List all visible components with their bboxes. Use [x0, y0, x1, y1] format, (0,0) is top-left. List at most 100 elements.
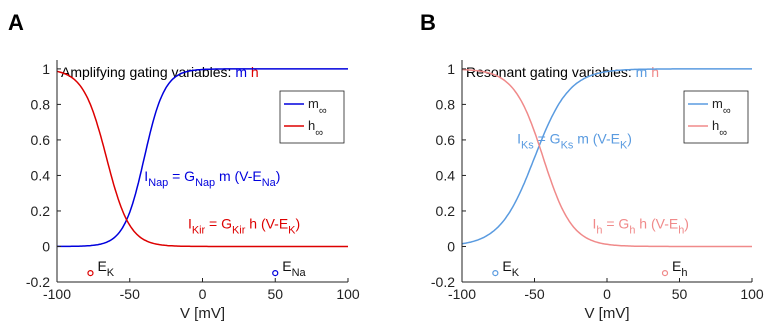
- legend-entry-m: m∞: [712, 96, 731, 117]
- subscript-text: Kir: [232, 225, 246, 237]
- x-tick-label: 50: [672, 286, 688, 302]
- label-text: ): [295, 216, 300, 232]
- x-tick-label: -50: [524, 286, 544, 302]
- label-text: m (V-E: [573, 130, 620, 146]
- title-m: m: [235, 64, 247, 80]
- legend-base: h: [712, 118, 719, 133]
- label-text: = G: [205, 216, 232, 232]
- y-tick-label: 1: [447, 61, 455, 77]
- reversal-marker: [87, 270, 94, 277]
- reversal-marker: [661, 270, 669, 277]
- legend-sub: ∞: [723, 105, 731, 117]
- y-tick-label: -0.2: [26, 274, 50, 290]
- equation-annotation: IKs = GKs m (V-EK): [517, 130, 632, 151]
- y-tick-label: 0.6: [436, 132, 456, 148]
- reversal-marker: [272, 270, 279, 277]
- subscript-text: K: [288, 225, 296, 237]
- y-tick-label: -0.2: [431, 274, 455, 290]
- panel-label: B: [420, 10, 436, 35]
- label-text: ): [684, 216, 689, 232]
- series-h-line: [56, 70, 348, 248]
- x-tick-label: -50: [120, 286, 140, 302]
- label-text: ): [276, 168, 281, 184]
- label-text: = G: [602, 216, 629, 232]
- title-m: m: [636, 64, 648, 80]
- legend-entry-m: m∞: [308, 96, 327, 117]
- y-tick-label: 0.2: [436, 203, 456, 219]
- title-prefix: Amplifying gating variables:: [61, 64, 235, 80]
- subscript-text: Na: [292, 267, 307, 279]
- x-tick-label: 50: [267, 286, 283, 302]
- y-tick-label: 0.6: [31, 132, 51, 148]
- reversal-label: Eh: [672, 258, 687, 279]
- label-text: I: [593, 216, 597, 232]
- label-text: E: [282, 258, 291, 274]
- subscript-text: h: [596, 225, 602, 237]
- y-tick-label: 0.2: [31, 203, 51, 219]
- legend-base: m: [308, 96, 319, 111]
- legend-entry-h: h∞: [308, 118, 323, 139]
- title-h: h: [251, 64, 259, 80]
- panel-label: A: [8, 10, 24, 35]
- x-tick-label: -100: [448, 286, 476, 302]
- chart-panel-a: A Amplifying gating variables: m h -100 -50…: [8, 10, 360, 322]
- series-m-line: [461, 68, 752, 245]
- label-text: I: [517, 130, 521, 146]
- reversal-marker: [492, 270, 499, 277]
- y-tick-label: 0.4: [436, 167, 456, 183]
- label-text: I: [144, 168, 148, 184]
- subscript-text: Kir: [192, 225, 206, 237]
- subscript-text: K: [512, 267, 520, 279]
- chart-panel-b: B Resonant gating variables: m h -100 -50 0 5…: [420, 10, 764, 322]
- legend-entry-h: h∞: [712, 118, 727, 139]
- subscript-text: Nap: [148, 177, 168, 189]
- label-text: E: [502, 258, 511, 274]
- equation-annotation: Ih = Gh h (V-Eh): [593, 216, 689, 237]
- subscript-text: K: [107, 267, 115, 279]
- reversal-label: EK: [97, 258, 114, 279]
- y-tick-label: 0: [42, 238, 50, 254]
- label-text: m (V-E: [215, 168, 262, 184]
- subscript-text: Ks: [561, 139, 574, 151]
- subscript-text: h: [678, 225, 684, 237]
- label-text: = G: [534, 130, 561, 146]
- legend-sub: ∞: [319, 105, 327, 117]
- subscript-text: K: [620, 139, 628, 151]
- legend-base: m: [712, 96, 723, 111]
- subscript-text: h: [629, 225, 635, 237]
- series-h-line: [461, 68, 752, 248]
- equation-annotation: IKir = GKir h (V-EK): [188, 216, 300, 237]
- x-axis-label: V [mV]: [180, 305, 225, 322]
- x-tick-label: 0: [199, 286, 207, 302]
- legend-sub: ∞: [315, 127, 323, 139]
- label-text: h (V-E: [245, 216, 288, 232]
- x-tick-label: 100: [336, 286, 360, 302]
- subscript-text: Nap: [195, 177, 215, 189]
- legend-box: [683, 90, 749, 144]
- title-prefix: Resonant gating variables:: [466, 64, 636, 80]
- reversal-label: ENa: [282, 258, 306, 279]
- y-tick-label: 1: [42, 61, 50, 77]
- legend-sub: ∞: [719, 127, 727, 139]
- title-h: h: [651, 64, 659, 80]
- y-tick-label: 0.8: [31, 96, 51, 112]
- legend-base: h: [308, 118, 315, 133]
- subscript-text: Na: [262, 177, 277, 189]
- equation-annotation: INap = GNap m (V-ENa): [144, 168, 280, 189]
- chart-title: Resonant gating variables: m h: [466, 64, 659, 80]
- subscript-text: Ks: [521, 139, 534, 151]
- label-text: E: [672, 258, 681, 274]
- label-text: ): [627, 130, 632, 146]
- y-tick-label: 0.4: [31, 167, 51, 183]
- x-axis-label: V [mV]: [584, 305, 629, 322]
- x-tick-label: 100: [740, 286, 764, 302]
- y-tick-label: 0: [447, 238, 455, 254]
- x-tick-label: -100: [43, 286, 71, 302]
- y-tick-label: 0.8: [436, 96, 456, 112]
- label-text: = G: [168, 168, 195, 184]
- chart-title: Amplifying gating variables: m h: [61, 64, 259, 80]
- label-text: E: [97, 258, 106, 274]
- x-tick-label: 0: [603, 286, 611, 302]
- series-m-line: [57, 68, 348, 248]
- subscript-text: h: [681, 267, 687, 279]
